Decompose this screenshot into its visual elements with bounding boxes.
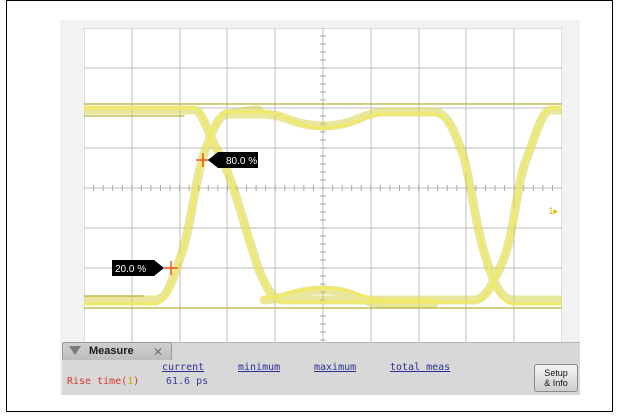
down-triangle-icon[interactable] bbox=[69, 346, 81, 355]
measurement-channel: 1 bbox=[127, 376, 134, 387]
column-current[interactable]: current bbox=[162, 362, 205, 373]
marker-20-text: 20.0 % bbox=[115, 264, 146, 275]
measurement-name-close: ) bbox=[133, 376, 140, 387]
measurement-name-text: Rise time( bbox=[67, 376, 128, 387]
marker-80-label: 80.0 % bbox=[208, 152, 258, 168]
column-maximum[interactable]: maximum bbox=[314, 362, 357, 373]
outer-frame-top bbox=[6, 0, 613, 1]
marker-20-label: 20.0 % bbox=[112, 260, 164, 276]
setup-info-line2: & Info bbox=[544, 378, 568, 388]
measurement-current-value: 61.6 ps bbox=[166, 376, 209, 387]
eye-diagram-display[interactable]: 80.0 % 20.0 % 1▸ bbox=[84, 28, 562, 348]
measure-tab[interactable]: Measure ✕ bbox=[62, 342, 172, 360]
channel-level-marker[interactable]: 1▸ bbox=[548, 206, 558, 216]
column-total-meas[interactable]: total meas bbox=[390, 362, 451, 373]
measurement-markers: 80.0 % 20.0 % bbox=[112, 152, 258, 276]
outer-frame bbox=[6, 0, 613, 412]
measure-tab-label: Measure bbox=[89, 345, 134, 357]
close-icon[interactable]: ✕ bbox=[153, 345, 164, 359]
marker-80-text: 80.0 % bbox=[226, 156, 257, 167]
setup-info-line1: Setup bbox=[544, 368, 568, 378]
measurement-name[interactable]: Rise time(1) bbox=[67, 376, 139, 387]
eye-traces bbox=[84, 103, 562, 309]
column-minimum[interactable]: minimum bbox=[238, 362, 281, 373]
setup-info-button[interactable]: Setup & Info bbox=[534, 364, 578, 392]
